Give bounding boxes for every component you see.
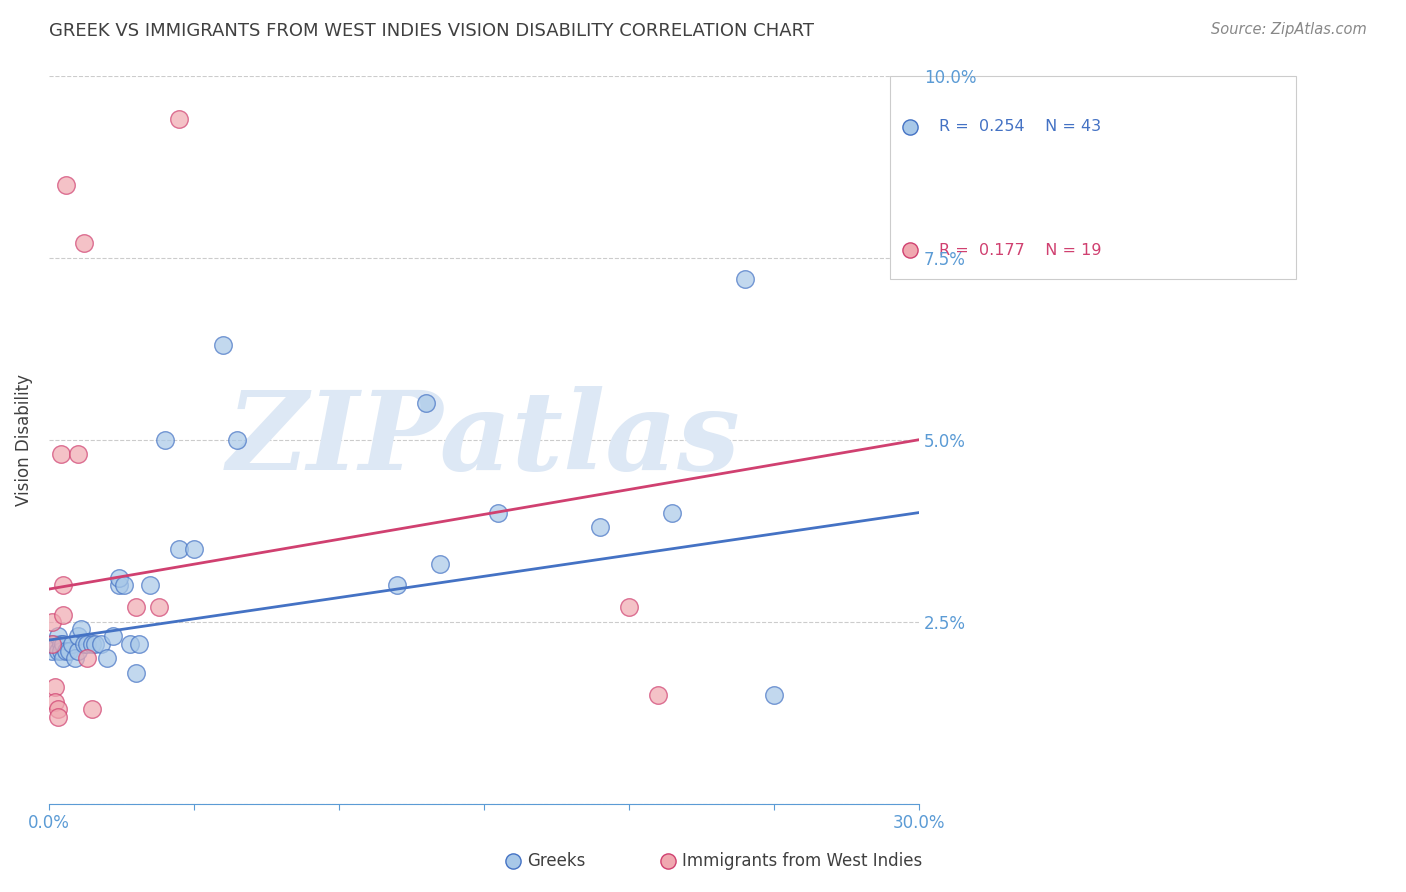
Point	[84, 637, 107, 651]
Point	[41, 637, 63, 651]
Point	[52, 607, 75, 622]
Point	[148, 600, 170, 615]
Point	[44, 637, 66, 651]
Text: GREEK VS IMMIGRANTS FROM WEST INDIES VISION DISABILITY CORRELATION CHART: GREEK VS IMMIGRANTS FROM WEST INDIES VIS…	[49, 22, 814, 40]
Point	[486, 506, 509, 520]
Point	[589, 520, 612, 534]
Point	[169, 541, 191, 556]
Point	[49, 637, 72, 651]
Point	[52, 637, 75, 651]
Point	[617, 600, 640, 615]
Point	[46, 709, 69, 723]
Point	[73, 637, 96, 651]
Point	[49, 644, 72, 658]
Point	[415, 396, 437, 410]
Point	[41, 615, 63, 629]
Point	[657, 854, 679, 868]
Point	[898, 244, 921, 258]
Point	[46, 702, 69, 716]
Point	[647, 688, 669, 702]
Text: R =  0.177    N = 19: R = 0.177 N = 19	[939, 243, 1102, 258]
Point	[66, 629, 89, 643]
Point	[66, 447, 89, 461]
Text: Greeks: Greeks	[527, 852, 586, 870]
Point	[120, 637, 142, 651]
Point	[46, 644, 69, 658]
Point	[101, 629, 124, 643]
Text: ZIPatlas: ZIPatlas	[226, 386, 741, 493]
Point	[63, 651, 86, 665]
Point	[661, 506, 683, 520]
Point	[183, 541, 205, 556]
Point	[52, 651, 75, 665]
Point	[55, 178, 77, 192]
Point	[762, 688, 785, 702]
Point	[734, 272, 756, 286]
Point	[82, 637, 104, 651]
Text: R =  0.254    N = 43: R = 0.254 N = 43	[939, 119, 1101, 134]
FancyBboxPatch shape	[890, 76, 1296, 279]
Point	[60, 637, 83, 651]
Point	[502, 854, 524, 868]
Point	[76, 651, 98, 665]
Point	[112, 578, 135, 592]
Point	[44, 681, 66, 695]
Point	[70, 622, 93, 636]
Point	[125, 600, 148, 615]
Point	[212, 338, 235, 352]
Point	[107, 578, 129, 592]
Point	[49, 447, 72, 461]
Point	[55, 644, 77, 658]
Point	[169, 112, 191, 127]
Point	[66, 644, 89, 658]
Point	[73, 235, 96, 250]
Point	[139, 578, 162, 592]
Point	[44, 695, 66, 709]
Point	[128, 637, 150, 651]
Point	[41, 637, 63, 651]
Point	[153, 433, 176, 447]
Point	[46, 629, 69, 643]
Point	[58, 644, 80, 658]
Point	[52, 578, 75, 592]
Point	[76, 637, 98, 651]
Text: Source: ZipAtlas.com: Source: ZipAtlas.com	[1211, 22, 1367, 37]
Point	[96, 651, 118, 665]
Point	[125, 665, 148, 680]
Point	[90, 637, 112, 651]
Point	[226, 433, 249, 447]
Point	[41, 644, 63, 658]
Point	[385, 578, 408, 592]
Point	[82, 702, 104, 716]
Y-axis label: Vision Disability: Vision Disability	[15, 374, 32, 506]
Point	[107, 571, 129, 585]
Text: Immigrants from West Indies: Immigrants from West Indies	[682, 852, 922, 870]
Point	[429, 557, 451, 571]
Point	[898, 120, 921, 134]
